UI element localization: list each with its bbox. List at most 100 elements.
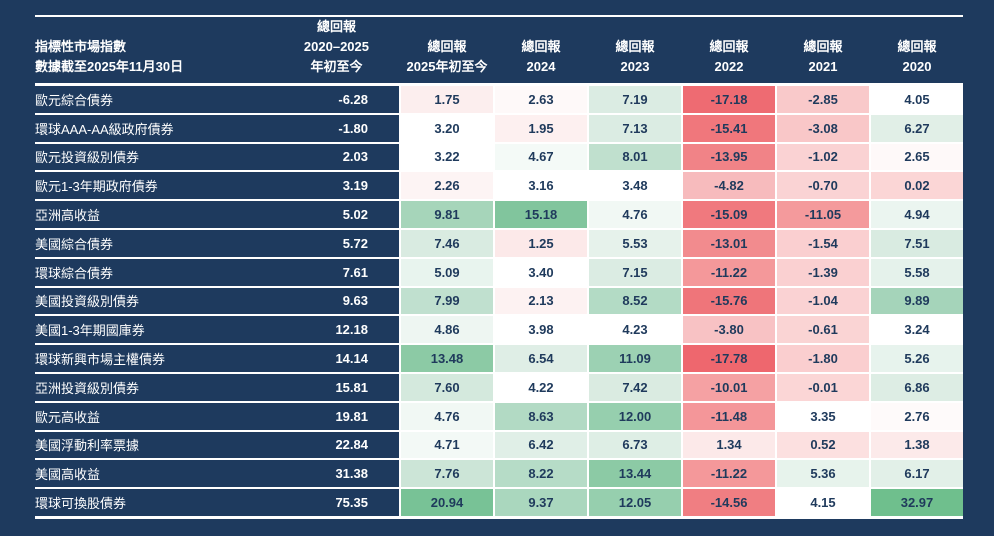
year-return-cell: 2.26 (401, 172, 493, 200)
cumulative-return-value: 9.63 (342, 293, 368, 309)
table-body: 歐元綜合債券 -6.28 1.75 2.63 7.19 -17.18 -2.85 4.05 環球… (35, 86, 963, 516)
row-label-cell: 亞洲投資級別債券 15.81 (35, 373, 399, 401)
year-return-cell: 7.42 (589, 373, 681, 401)
year-return-cell: -17.78 (683, 345, 775, 372)
year-return-cell: 0.52 (777, 431, 869, 459)
year-column-header-2022: 總回報 2022 (683, 37, 775, 83)
year-return-cell: -0.70 (777, 172, 869, 200)
year-return-cell: 5.26 (871, 345, 963, 372)
year-return-cell: 4.67 (495, 143, 587, 171)
year-return-cell: 4.76 (589, 201, 681, 228)
year-return-cell: 3.35 (777, 402, 869, 430)
cumulative-return-value: 5.72 (342, 235, 368, 251)
year-return-cell: 32.97 (871, 489, 963, 516)
year-return-cell: 9.37 (495, 489, 587, 516)
year-return-cell: 4.05 (871, 86, 963, 113)
year-return-cell: 2.63 (495, 86, 587, 113)
year-return-cell: -11.05 (777, 201, 869, 228)
cumulative-return-value: 7.61 (342, 264, 368, 280)
year-return-cell: -11.22 (683, 258, 775, 286)
year-return-cell: -11.48 (683, 402, 775, 430)
year-return-cell: 8.01 (589, 143, 681, 171)
year-return-cell: 4.86 (401, 316, 493, 344)
year-return-cell: 6.54 (495, 345, 587, 372)
row-label-cell: 美國1-3年期國庫券 12.18 (35, 316, 399, 344)
year-return-cell: -4.82 (683, 172, 775, 200)
total-returns-heatmap-table: 指標性市場指數 數據截至2025年11月30日 總回報 2020–2025 年初… (35, 15, 963, 519)
year-return-cell: 3.16 (495, 172, 587, 200)
table-bottom-rule (35, 516, 963, 519)
year-return-cell: 8.52 (589, 287, 681, 315)
year-return-cell: 8.63 (495, 402, 587, 430)
year-header-year: 2022 (714, 59, 744, 74)
year-return-cell: -1.54 (777, 229, 869, 257)
cumulative-return-value: -1.80 (338, 120, 368, 136)
cumulative-return-value: 14.14 (335, 351, 368, 367)
cumulative-return-value: 31.38 (335, 466, 368, 482)
year-return-cell: -1.80 (777, 345, 869, 372)
year-return-cell: 12.05 (589, 489, 681, 516)
year-return-cell: 5.53 (589, 229, 681, 257)
year-return-cell: -13.95 (683, 143, 775, 171)
year-return-cell: -3.80 (683, 316, 775, 344)
year-header-year: 2023 (620, 59, 650, 74)
year-return-cell: -14.56 (683, 489, 775, 516)
year-return-cell: -15.76 (683, 287, 775, 315)
year-column-header-2024: 總回報 2024 (495, 37, 587, 83)
row-label-cell: 美國浮動利率票據 22.84 (35, 431, 399, 459)
row-label-cell: 環球可換股債券 75.35 (35, 489, 399, 516)
cumulative-return-value: 5.02 (342, 207, 368, 223)
row-label-cell: 環球AAA-AA級政府債券 -1.80 (35, 114, 399, 142)
year-return-cell: -13.01 (683, 229, 775, 257)
year-return-cell: 1.75 (401, 86, 493, 113)
index-name: 歐元綜合債券 (35, 92, 114, 108)
year-return-cell: 5.36 (777, 460, 869, 488)
year-header-label: 總回報 (521, 39, 561, 54)
year-return-cell: -11.22 (683, 460, 775, 488)
row-label-cell: 歐元1-3年期政府債券 3.19 (35, 172, 399, 200)
year-return-cell: 6.27 (871, 114, 963, 142)
year-return-cell: -1.39 (777, 258, 869, 286)
year-return-cell: 2.13 (495, 287, 587, 315)
year-return-cell: -15.41 (683, 114, 775, 142)
index-name: 環球新興市場主權債券 (35, 352, 166, 368)
year-return-cell: 5.09 (401, 258, 493, 286)
year-return-cell: 5.58 (871, 258, 963, 286)
year-return-cell: 9.89 (871, 287, 963, 315)
year-header-year: 2024 (526, 59, 556, 74)
year-header-label: 總回報 (803, 39, 843, 54)
year-return-cell: 1.34 (683, 431, 775, 459)
year-return-cell: 6.73 (589, 431, 681, 459)
cumulative-column-header: 總回報 2020–2025 年初至今 (304, 17, 369, 83)
row-label-cell: 環球綜合債券 7.61 (35, 258, 399, 286)
row-label-cell: 美國綜合債券 5.72 (35, 229, 399, 257)
year-return-cell: 3.48 (589, 172, 681, 200)
index-name: 歐元1-3年期政府債券 (35, 179, 158, 195)
index-name: 美國投資級別債券 (35, 294, 140, 310)
index-column-header: 指標性市場指數 數據截至2025年11月30日 (35, 37, 183, 83)
year-return-cell: 2.65 (871, 143, 963, 171)
row-label-cell: 美國投資級別債券 9.63 (35, 287, 399, 315)
year-return-cell: -3.08 (777, 114, 869, 142)
year-return-cell: 4.22 (495, 373, 587, 401)
year-return-cell: -0.01 (777, 373, 869, 401)
cumulative-return-value: 15.81 (335, 379, 368, 395)
year-header-year: 2025年初至今 (406, 59, 488, 74)
row-label-cell: 環球新興市場主權債券 14.14 (35, 345, 399, 372)
index-name: 歐元高收益 (35, 409, 101, 425)
year-return-cell: 6.86 (871, 373, 963, 401)
index-name: 亞洲高收益 (35, 208, 101, 224)
year-return-cell: -17.18 (683, 86, 775, 113)
index-name: 美國高收益 (35, 467, 101, 483)
cumulative-return-value: 3.19 (342, 178, 368, 194)
year-column-header-2021: 總回報 2021 (777, 37, 869, 83)
table-top-rule (35, 15, 963, 17)
year-column-header-2020: 總回報 2020 (871, 37, 963, 83)
year-return-cell: -2.85 (777, 86, 869, 113)
year-column-header-2023: 總回報 2023 (589, 37, 681, 83)
index-name: 美國浮動利率票據 (35, 438, 140, 454)
year-return-cell: 7.15 (589, 258, 681, 286)
year-return-cell: 2.76 (871, 402, 963, 430)
row-label-cell: 歐元投資級別債券 2.03 (35, 143, 399, 171)
year-return-cell: 7.60 (401, 373, 493, 401)
